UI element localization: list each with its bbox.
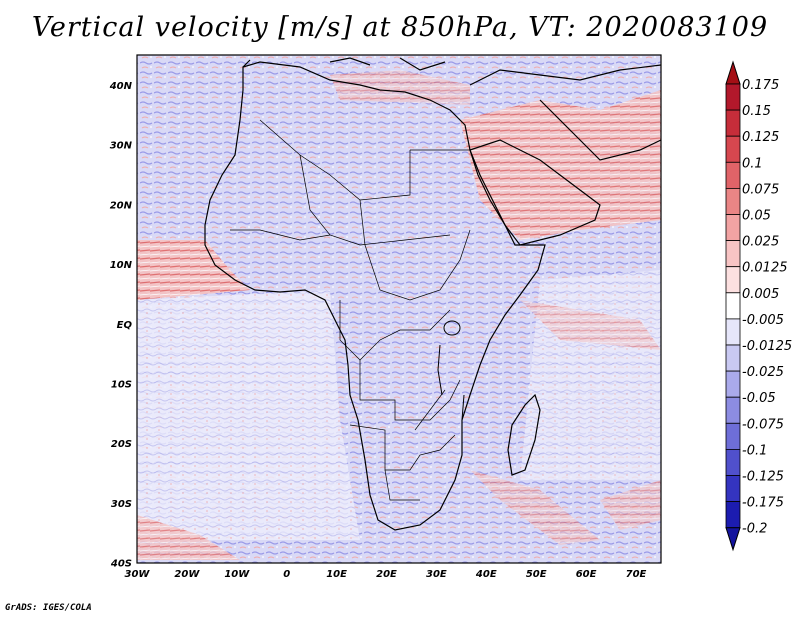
colorbar-bin	[725, 240, 741, 268]
colorbar-bin	[725, 318, 741, 346]
colorbar-label: -0.1	[742, 443, 767, 458]
colorbar-label: 0.15	[742, 104, 771, 119]
lat-tick-label: 10S	[111, 380, 132, 391]
latitude-tick-labels: 40N 30N 20N 10N EQ 10S 20S 30S 40S	[109, 81, 133, 570]
lat-tick-label: 30N	[110, 141, 133, 152]
colorbar-max-arrow	[725, 60, 741, 85]
colorbar-bin	[725, 501, 741, 529]
lat-tick-label: 10N	[110, 260, 133, 271]
chart-title: Vertical velocity [m/s] at 850hPa, VT: 2…	[31, 12, 769, 43]
colorbar-label: -0.05	[742, 391, 776, 406]
lon-tick-label: 20W	[174, 569, 200, 580]
colorbar-label: 0.075	[742, 182, 779, 197]
lon-tick-label: 10W	[224, 569, 250, 580]
colorbar-label: -0.005	[742, 313, 784, 328]
colorbar-label: 0.0125	[742, 261, 788, 276]
colorbar-label: -0.025	[742, 365, 784, 380]
colorbar-min-arrow	[725, 527, 741, 552]
longitude-tick-labels: 30W 20W 10W 0 10E 20E 30E 40E 50E 60E 70E	[125, 569, 647, 580]
lon-tick-label: 30W	[125, 569, 151, 580]
lon-tick-label: 40E	[475, 569, 497, 580]
lat-tick-label: EQ	[117, 320, 133, 331]
colorbar-label: 0.005	[742, 287, 779, 302]
colorbar-bin	[725, 396, 741, 424]
lat-tick-label: 40S	[110, 559, 132, 570]
lakes	[437, 320, 465, 421]
colorbar-bin	[725, 135, 741, 163]
colorbar-label: 0.1	[742, 156, 763, 171]
lat-tick-label: 30S	[111, 499, 132, 510]
lon-tick-label: 10E	[326, 569, 347, 580]
colorbar-label: -0.125	[742, 470, 784, 485]
country-borders	[230, 119, 471, 501]
colorbar-label: 0.175	[742, 78, 779, 93]
colorbar-label: 0.125	[742, 130, 779, 145]
lon-tick-label: 20E	[376, 569, 397, 580]
colorbar-label: 0.05	[742, 209, 771, 224]
colorbar-bin	[725, 109, 741, 137]
lat-tick-label: 40N	[109, 81, 133, 92]
coastlines	[204, 57, 662, 531]
colorbar-bin	[725, 448, 741, 476]
colorbar-bin	[725, 344, 741, 372]
colorbar-bin	[725, 83, 741, 111]
lon-tick-label: 50E	[526, 569, 547, 580]
colorbar-bin	[725, 214, 741, 242]
lon-tick-label: 60E	[576, 569, 597, 580]
colorbar: 0.175 0.15 0.125 0.1 0.075 0.05 0.025 0.0125 0.0…	[725, 60, 792, 552]
colorbar-bin	[725, 422, 741, 450]
lat-tick-label: 20N	[110, 200, 133, 211]
colorbar-label: 0.025	[742, 235, 779, 250]
colorbar-label: -0.2	[742, 522, 767, 537]
colorbar-bin	[725, 266, 741, 294]
grads-credit: GrADS: IGES/COLA	[5, 603, 92, 613]
colorbar-bin	[725, 187, 741, 215]
lon-tick-label: 70E	[626, 569, 647, 580]
colorbar-label: -0.075	[742, 417, 784, 432]
colorbar-label: -0.0125	[742, 339, 792, 354]
lon-tick-label: 0	[283, 569, 290, 580]
colorbar-label: -0.175	[742, 496, 784, 511]
colorbar-bin	[725, 475, 741, 503]
colorbar-bin	[725, 161, 741, 189]
lat-tick-label: 20S	[111, 439, 132, 450]
colorbar-bin	[725, 370, 741, 398]
map-field	[137, 55, 661, 563]
lon-tick-label: 30E	[426, 569, 447, 580]
colorbar-bin	[725, 292, 741, 320]
